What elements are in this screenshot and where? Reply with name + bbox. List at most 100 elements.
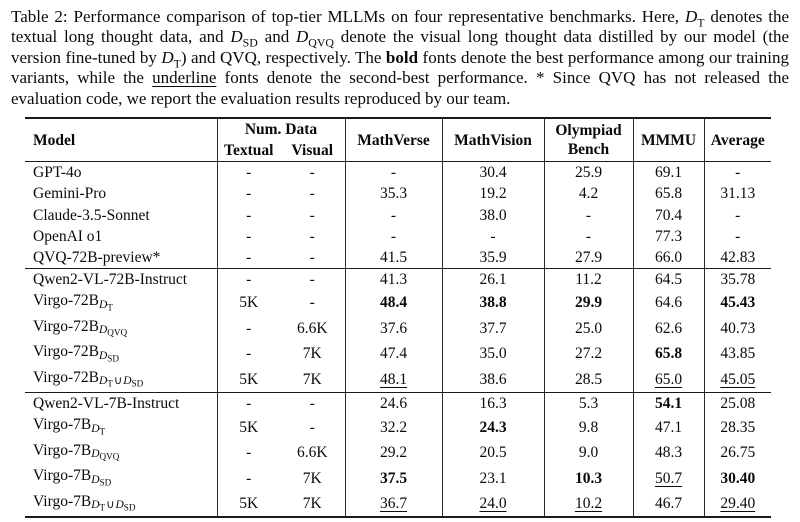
metric: 24.6	[379, 395, 408, 413]
model-subscript: DQVQ	[91, 448, 120, 462]
col-header-mathverse: MathVerse	[345, 118, 443, 162]
metric: 19.2	[479, 185, 507, 203]
metric: 35.9	[479, 249, 507, 267]
math-subscript: SD	[131, 378, 144, 389]
math-variable: D	[295, 27, 309, 47]
col-header-visual: Visual	[280, 140, 346, 162]
table-row: Qwen2-VL-7B-Instruct - - 24.6 16.3 5.3 54.1 25.…	[25, 392, 771, 415]
model-subscript: DT	[99, 299, 113, 312]
metric-value: 77.3	[633, 225, 705, 248]
model-name: Virgo-7BDQVQ	[25, 439, 218, 466]
metric-value: 30.4	[442, 161, 545, 184]
bold-metric: 54.1	[654, 395, 683, 413]
math-subscript: QVQ	[99, 451, 120, 462]
model-name: Virgo-7BDT	[25, 414, 218, 440]
underline-metric: 36.7	[379, 495, 408, 513]
visual-data-count: -	[280, 290, 346, 316]
metric-value: 25.0	[544, 315, 634, 342]
metric: 25.0	[574, 319, 603, 337]
metric-value: 26.1	[442, 268, 545, 291]
math-subscript: T	[107, 378, 113, 389]
visual-data-count: -	[280, 268, 346, 291]
math-term: DSD	[230, 27, 257, 48]
metric: -	[735, 228, 741, 245]
table-caption: Table 2: Performance comparison of top-t…	[11, 7, 790, 108]
metric-value: 45.43	[704, 290, 771, 316]
math-subscript: T	[99, 502, 106, 513]
metric-value: 36.7	[345, 490, 443, 518]
olympiad-line1: Olympiad	[555, 122, 622, 140]
model-subscript: DT∪DSD	[91, 499, 135, 513]
metric: 37.6	[379, 319, 408, 337]
metric: 47.1	[654, 418, 683, 436]
bold-word: bold	[385, 47, 419, 67]
model-name: Qwen2-VL-7B-Instruct	[25, 392, 218, 415]
model-name: Virgo-72BDT	[25, 290, 218, 316]
table-row: Virgo-72BDT∪DSD 5K 7K 48.1 38.6 28.5 65.0 45.05	[25, 366, 771, 393]
visual-data-count: -	[280, 204, 346, 226]
visual-data-count: 7K	[280, 490, 346, 518]
metric-value: 54.1	[633, 392, 705, 415]
metric-value: 35.78	[704, 269, 771, 291]
textual-data-count: -	[246, 228, 252, 245]
model-name: QVQ-72B-preview*	[25, 247, 218, 269]
model-name: GPT-4o	[25, 161, 218, 184]
table-row: Virgo-7BDQVQ - 6.6K 29.2 20.5 9.0 48.3 26.75	[25, 439, 771, 466]
metric: 40.73	[720, 319, 756, 337]
textual-data-count: -	[246, 319, 252, 337]
table-section-1: GPT-4o - - -30.4 25.9 69.1- Gemini-Pro - -35.3 19…	[25, 161, 771, 269]
metric-value: 48.3	[633, 439, 705, 466]
bold-metric: 48.4	[379, 294, 408, 312]
table-row: QVQ-72B-preview* - - 41.5 35.9 27.9 66.0 42.83	[25, 247, 771, 269]
table-row: Claude-3.5-Sonnet - - - 38.0 - 70.4 -	[25, 204, 771, 226]
visual-data-count: -	[280, 414, 346, 440]
textual-data-count: 5K	[239, 294, 259, 312]
table-row: Virgo-7BDSD - 7K 37.5 23.1 10.3 50.7 30.40	[25, 465, 771, 491]
metric-value: -	[345, 204, 443, 226]
textual-data-count: -	[246, 271, 252, 289]
metric: 65.8	[654, 185, 683, 203]
metric: 25.9	[574, 164, 603, 182]
metric: 47.4	[379, 345, 408, 363]
metric: 28.35	[720, 418, 756, 436]
math-subscript: QVQ	[107, 327, 128, 338]
metric: 43.85	[720, 345, 756, 363]
textual-data-count: -	[246, 206, 252, 224]
metric-value: 23.1	[442, 465, 545, 491]
metric: 26.75	[720, 444, 756, 462]
math-subscript: SD	[107, 353, 119, 364]
model-name: Virgo-7BDSD	[25, 465, 218, 491]
metric-value: -	[544, 225, 634, 248]
underline-metric: 65.0	[654, 371, 683, 388]
metric: -	[735, 164, 741, 182]
metric: 46.7	[654, 495, 683, 513]
bold-metric: 38.8	[479, 294, 507, 312]
metric-value: 24.6	[345, 392, 443, 415]
visual-data-count: -	[280, 392, 346, 415]
metric: 69.1	[654, 164, 683, 182]
metric-value: 64.5	[633, 268, 705, 291]
metric-value: 10.2	[544, 490, 634, 518]
metric-value: -	[345, 161, 443, 184]
metric-value: 30.40	[704, 465, 771, 491]
textual-data-count: -	[246, 164, 252, 182]
col-header-average: Average	[710, 131, 765, 149]
metric: 35.3	[379, 185, 408, 203]
math-subscript: QVQ	[308, 35, 335, 50]
metric: 16.3	[479, 395, 507, 413]
textual-data-count: -	[246, 249, 252, 267]
model-name: OpenAI o1	[25, 225, 218, 248]
visual-data-count: -	[280, 225, 346, 248]
visual-data-count: 7K	[280, 341, 346, 367]
math-variable: D	[684, 7, 698, 26]
metric-value: 24.3	[442, 414, 545, 440]
metric: 77.3	[654, 228, 683, 245]
bold-metric: 29.9	[574, 294, 603, 312]
underline-metric: 24.0	[479, 495, 507, 513]
math-subscript: SD	[99, 477, 112, 488]
table-row: GPT-4o - - - 30.4 25.9 69.1 -	[25, 161, 771, 184]
metric-value: 70.4	[633, 204, 705, 226]
metric-value: 65.8	[633, 341, 705, 367]
table-header: Model Num. Data MathVerse MathVision Oly…	[25, 118, 771, 162]
table-row: Qwen2-VL-72B-Instruct - - 41.3 26.1 11.2 64.5 3…	[25, 268, 771, 291]
